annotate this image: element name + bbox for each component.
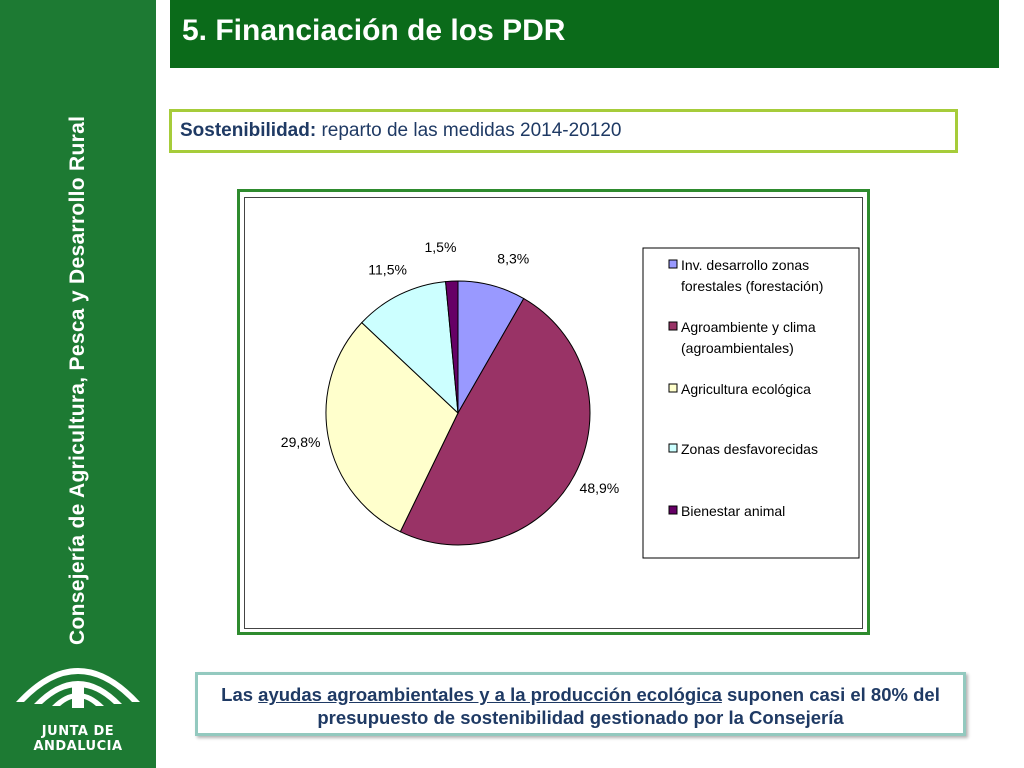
subtitle-box: Sostenibilidad: reparto de las medidas 2… — [169, 109, 958, 153]
title-bar: 5. Financiación de los PDR — [170, 0, 999, 68]
pie-slice — [445, 280, 459, 414]
legend-label: (agroambientales) — [681, 340, 794, 356]
legend-swatch — [668, 383, 678, 393]
page-title: 5. Financiación de los PDR — [182, 14, 566, 47]
subtitle-text: Sostenibilidad: reparto de las medidas 2… — [180, 120, 621, 142]
chart-area — [244, 197, 863, 629]
logo-text: JUNTA DE ANDALUCIA — [33, 724, 123, 754]
pie-slice — [399, 297, 591, 546]
legend-swatch — [668, 443, 678, 453]
slice-value-label: 48,9% — [580, 480, 620, 496]
pie-slice — [325, 321, 459, 533]
note-box: Las ayudas agroambientales y a la produc… — [195, 672, 966, 736]
slice-value-label: 11,5% — [368, 261, 407, 277]
legend-label: forestales (forestación) — [681, 278, 823, 294]
department-name: Consejería de Agricultura, Pesca y Desar… — [66, 115, 89, 645]
sidebar: Consejería de Agricultura, Pesca y Desar… — [0, 0, 156, 768]
legend-label: Agroambiente y clima — [681, 319, 816, 335]
legend-swatch — [668, 321, 678, 331]
slice-value-label: 8,3% — [497, 250, 529, 266]
note-part-3: suponen casi el 80% del presupuesto de s… — [317, 684, 940, 728]
legend-label: Zonas desfavorecidas — [681, 441, 818, 457]
pie-chart: 8,3% 48,9% 29,8% 11,5% 1,5% Inv. desarrollo z… — [281, 239, 860, 559]
legend-swatch — [668, 505, 678, 515]
slice-value-label: 1,5% — [425, 239, 457, 255]
legend-label: Bienestar animal — [681, 503, 785, 519]
note-text: Las ayudas agroambientales y a la produc… — [198, 683, 963, 729]
note-part-underlined: ayudas agroambientales y a la producción… — [258, 684, 722, 705]
slice-value-label: 29,8% — [281, 434, 321, 450]
junta-andalucia-logo-icon — [16, 668, 140, 708]
subtitle-rest: reparto de las medidas 2014-20120 — [316, 120, 622, 141]
legend-label: Inv. desarrollo zonas — [681, 257, 809, 273]
legend-label: Agricultura ecológica — [681, 381, 811, 397]
note-part-1: Las — [221, 684, 259, 705]
legend-swatch — [668, 259, 678, 269]
legend-box — [642, 247, 860, 559]
pie-slice — [361, 281, 459, 415]
subtitle-bold: Sostenibilidad: — [180, 120, 317, 141]
